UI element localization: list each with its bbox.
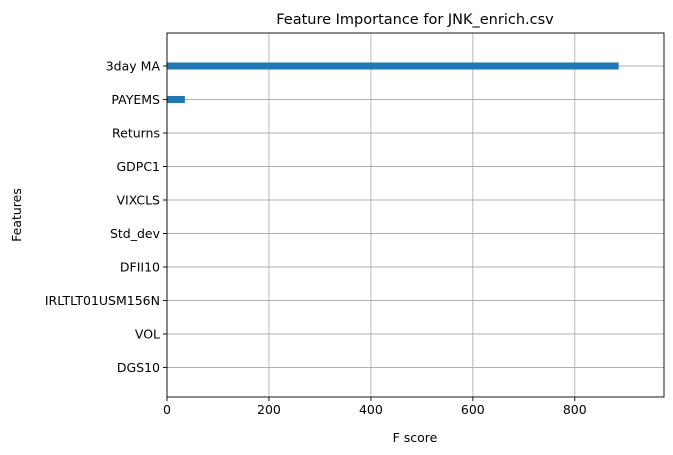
x-axis-label: F score (393, 430, 438, 445)
plot-frame (166, 32, 665, 398)
y-tick-label: DFII10 (120, 260, 160, 275)
bar-3day-ma (167, 62, 619, 70)
y-tick-label: 3day MA (106, 59, 161, 74)
x-tick-label: 200 (257, 402, 281, 417)
x-tick-label: 0 (163, 402, 171, 417)
y-tick-label: IRLTLT01USM156N (45, 293, 160, 308)
bar-payems (167, 96, 185, 103)
chart-title: Feature Importance for JNK_enrich.csv (276, 12, 554, 28)
y-tick-label: VOL (135, 327, 160, 342)
y-tick-label: GDPC1 (116, 159, 160, 174)
grid-lines (166, 33, 664, 397)
y-tick-label: Std_dev (110, 226, 161, 241)
y-tick-label: Returns (112, 126, 160, 141)
x-tick-label: 800 (563, 402, 587, 417)
y-axis-label: Features (9, 188, 24, 242)
y-axis-ticks: 3day MA PAYEMS Returns GDPC1 VIXCLS Std_dev DF… (45, 59, 167, 375)
y-tick-label: PAYEMS (111, 92, 160, 107)
bars (167, 62, 619, 103)
y-tick-label: DGS10 (117, 360, 160, 375)
x-axis-ticks: 0 200 400 600 800 (163, 397, 587, 417)
x-tick-label: 600 (461, 402, 485, 417)
x-tick-label: 400 (359, 402, 383, 417)
y-tick-label: VIXCLS (116, 193, 160, 208)
